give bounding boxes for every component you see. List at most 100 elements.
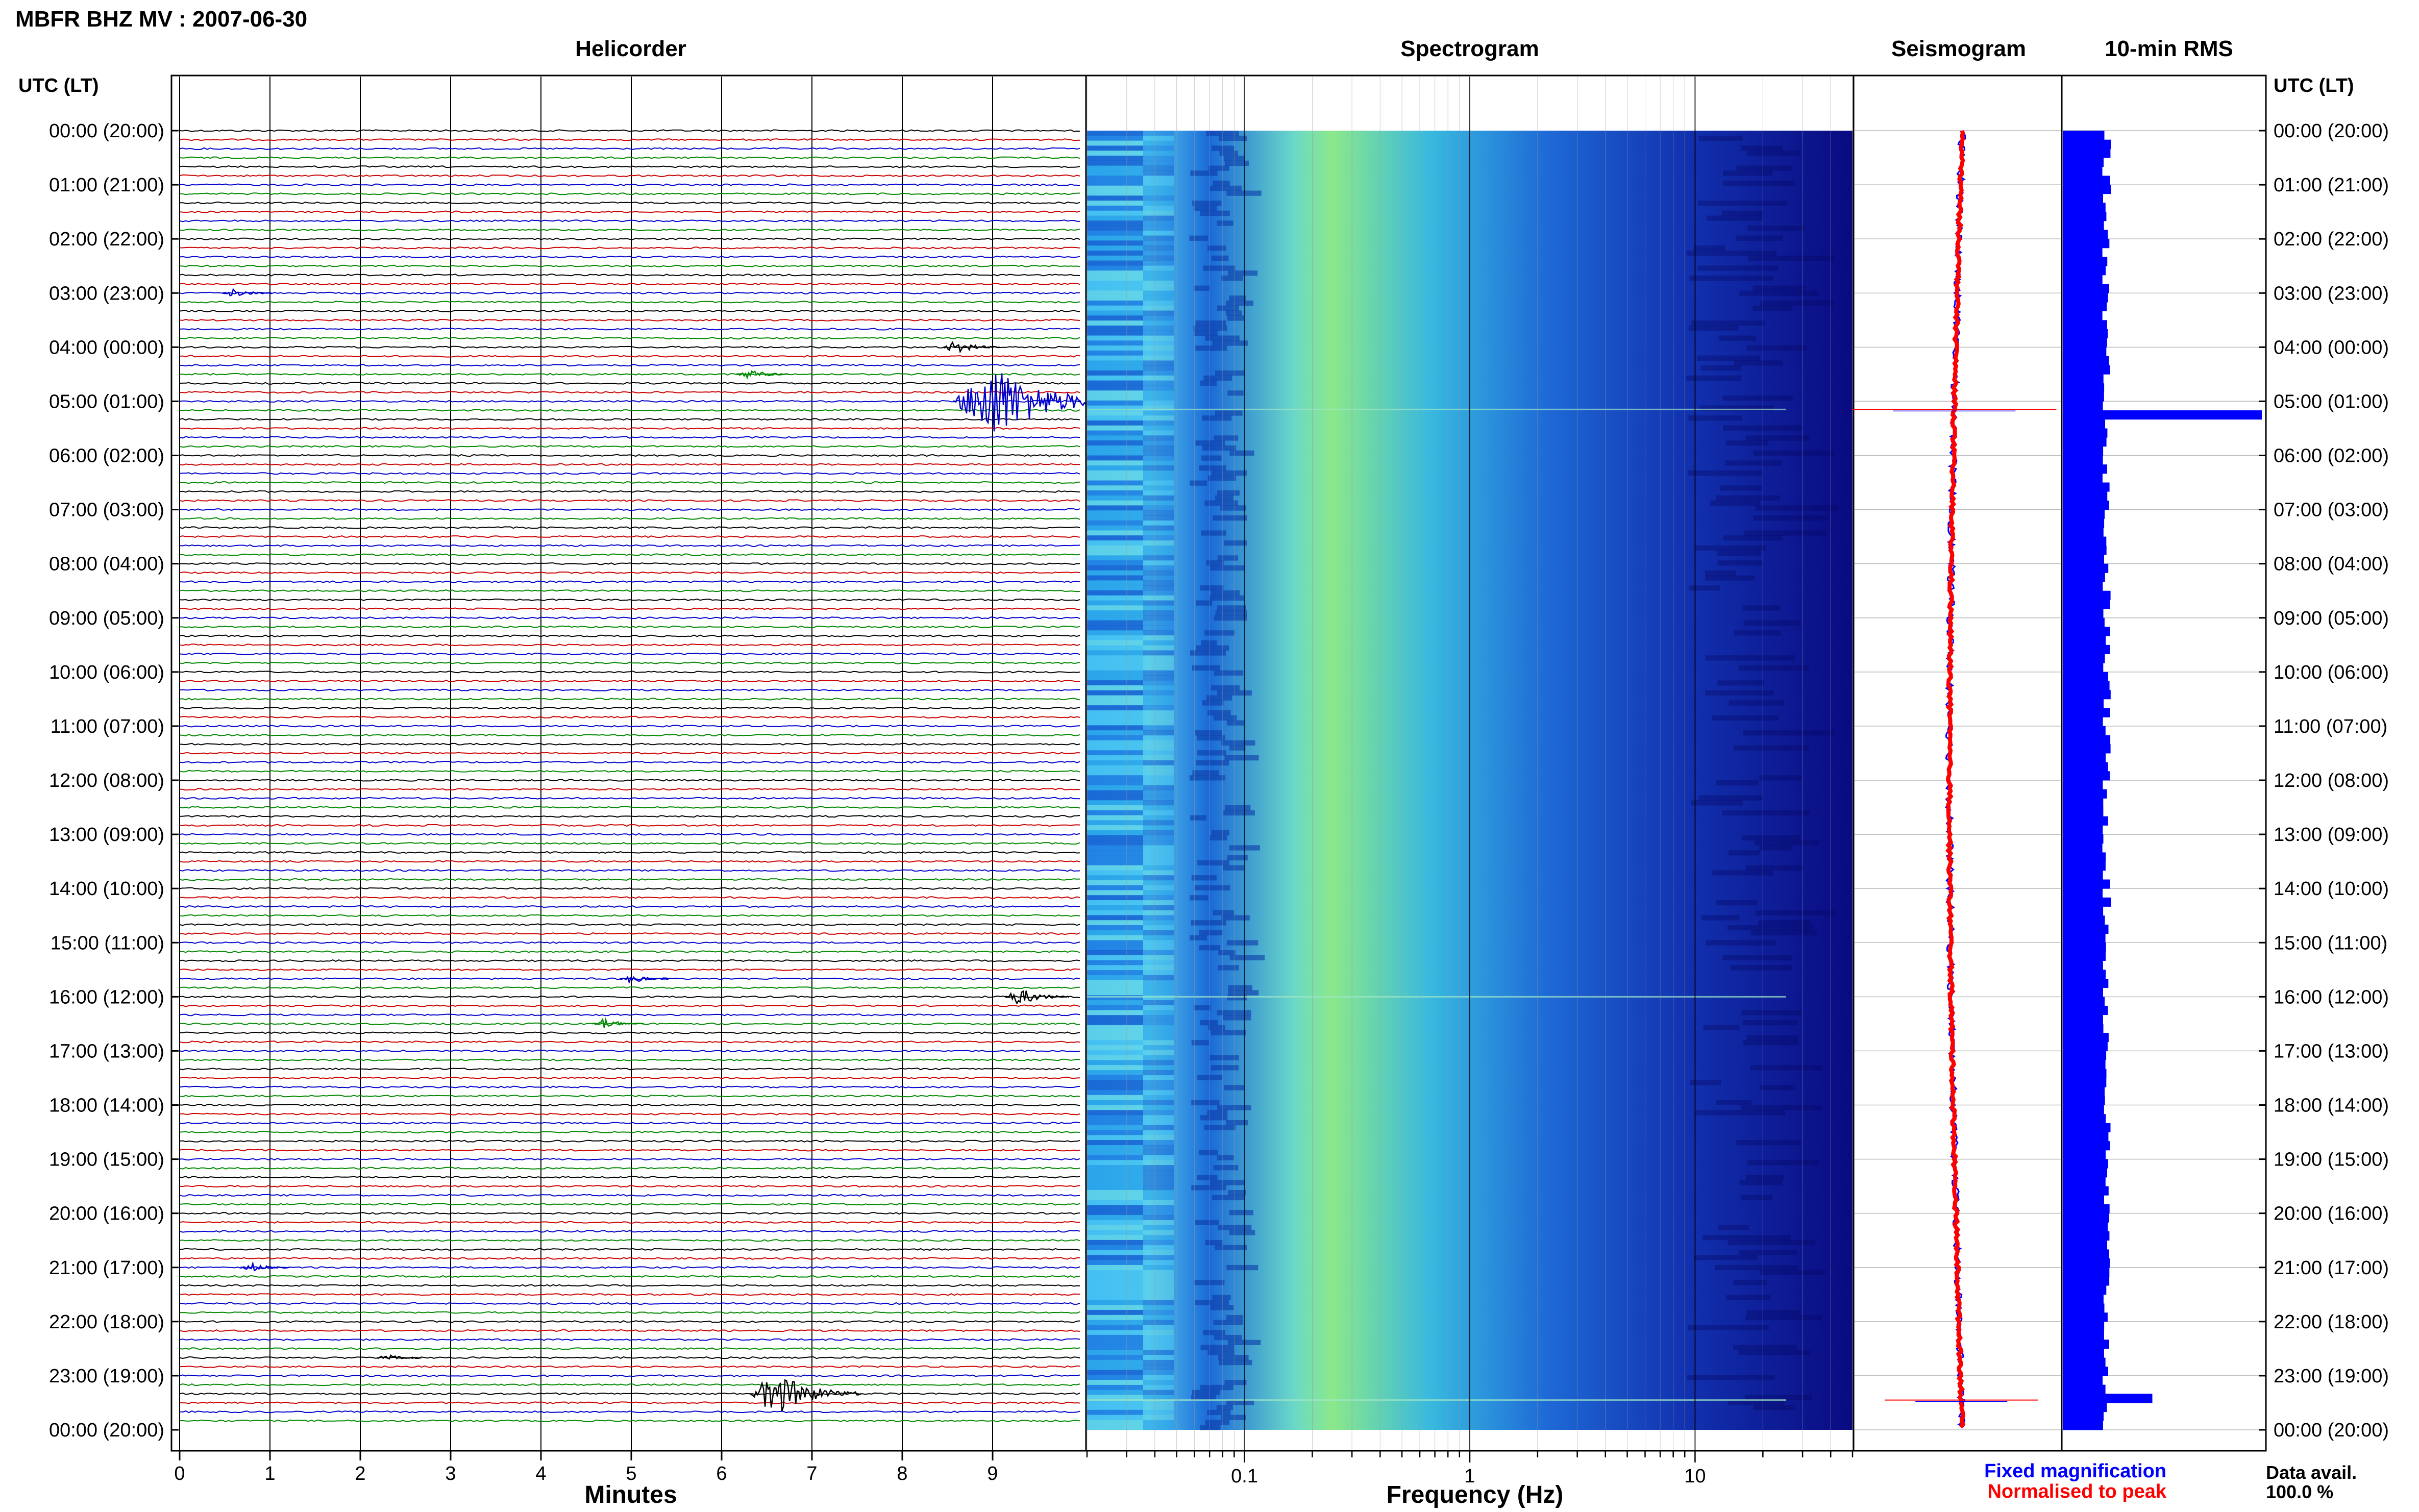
spectrogram-row	[1214, 1334, 1242, 1341]
spectrogram-row	[1087, 1370, 1143, 1375]
spectrogram-row	[1143, 485, 1174, 491]
spectrogram-row	[1226, 1400, 1254, 1405]
spectrogram-row	[1753, 1405, 1796, 1410]
spectrogram-row	[1722, 395, 1793, 401]
spectrogram-row	[1143, 415, 1174, 421]
spectrogram-row	[1207, 1350, 1235, 1355]
spectrogram-row	[1087, 215, 1143, 221]
helicorder-trace	[179, 643, 1080, 647]
spectrogram-row	[1087, 270, 1143, 276]
spectrogram-row	[1191, 1100, 1220, 1105]
spectrogram-row	[1215, 370, 1245, 376]
spectrogram-row	[1087, 1185, 1143, 1191]
spectrogram-row	[1087, 195, 1143, 201]
hour-label: 23:00 (19:00)	[49, 1366, 164, 1387]
spectrogram-row	[1087, 390, 1143, 396]
spectrogram-row	[1087, 1000, 1143, 1006]
helicorder-trace	[179, 1176, 1080, 1179]
rms-bar	[2063, 816, 2108, 826]
spectrogram-row	[1143, 385, 1174, 391]
rms-bar	[2063, 266, 2106, 276]
spectrogram-row	[1087, 245, 1143, 251]
helicorder-trace	[179, 661, 1080, 664]
spectrogram-row	[1143, 1045, 1174, 1051]
spectrogram-row	[1694, 245, 1725, 251]
helicorder-trace	[179, 995, 1080, 998]
spectrogram-row	[1087, 790, 1143, 796]
helicorder-trace	[179, 318, 1080, 321]
rms-bar	[2063, 220, 2104, 230]
spectrogram-row	[1143, 280, 1174, 286]
spectrogram-row	[1204, 500, 1239, 506]
spectrogram-row	[1143, 350, 1174, 356]
spectrogram-row	[1143, 1130, 1174, 1135]
spectrogram-row	[1143, 605, 1174, 611]
spectrogram-row	[1143, 1020, 1174, 1026]
spectrogram-row	[1694, 1255, 1758, 1260]
spectrogram-row	[1211, 1030, 1246, 1035]
spectrogram-row	[1143, 645, 1174, 651]
spectrogram-row	[1227, 995, 1247, 1001]
spectrogram-row	[1087, 540, 1143, 546]
spectrogram-row	[1143, 245, 1174, 251]
rms-bar	[2063, 1006, 2108, 1015]
helicorder-trace	[179, 499, 1080, 502]
spectrogram-row	[1741, 1105, 1822, 1110]
spectrogram-row	[1087, 935, 1143, 940]
helicorder-trace	[179, 255, 1080, 259]
spectrogram-row	[1087, 176, 1143, 181]
spectrogram-row	[1143, 1035, 1174, 1040]
spectrogram-row	[1753, 515, 1829, 521]
hour-labels-right: 00:00 (20:00) 01:00 (21:00) 02:00 (22:00) 0…	[2259, 120, 2389, 1441]
spectrogram-row	[1087, 945, 1143, 951]
helicorder-trace	[179, 237, 1080, 240]
spectrogram-row	[1143, 1255, 1174, 1260]
spectrogram-row	[1707, 215, 1763, 221]
spectrogram-row	[1087, 920, 1143, 926]
spectrogram-row	[1221, 276, 1243, 281]
helicorder-x-ticks: 0 1 2 3 4 5 6 7 8 9	[174, 1451, 998, 1484]
spectrogram-row	[1143, 1220, 1174, 1225]
rms-bar	[2063, 401, 2103, 411]
spectrogram-row	[1087, 1325, 1143, 1330]
rms-bar	[2063, 681, 2110, 690]
spectrogram-row	[1087, 910, 1143, 915]
spectrogram-row	[1143, 210, 1174, 216]
frequency-tick-label: 0.1	[1231, 1466, 1258, 1487]
spectrogram-row	[1087, 300, 1143, 306]
spectrogram-row	[1741, 1010, 1801, 1015]
rms-bar	[2063, 230, 2108, 239]
helicorder-trace	[180, 1103, 1080, 1107]
spectrogram-row	[1206, 695, 1232, 701]
spectrogram-row	[1087, 1105, 1143, 1110]
spectrogram-row	[1217, 305, 1239, 311]
spectrogram-row	[1087, 985, 1143, 990]
spectrogram-row	[1087, 420, 1143, 426]
spectrogram-row	[1087, 905, 1143, 911]
spectrogram-row	[1143, 1265, 1174, 1271]
helicorder-trace	[179, 445, 1080, 448]
spectrogram-row	[1087, 745, 1143, 751]
spectrogram-row	[1087, 500, 1143, 506]
data-avail-label: Data avail.	[2266, 1462, 2357, 1483]
spectrogram-row	[1759, 775, 1803, 781]
helicorder-trace	[179, 1031, 1080, 1034]
spectrogram-row	[1226, 1265, 1258, 1271]
helicorder-trace	[179, 932, 1080, 935]
spectrogram-row	[1087, 560, 1143, 566]
spectrogram-row	[1143, 410, 1174, 416]
rms-bar	[2063, 1087, 2105, 1097]
rms-bar	[2063, 699, 2104, 708]
spectrogram-row	[1143, 1330, 1174, 1335]
spectrogram-row	[1143, 790, 1174, 796]
spectrogram-row	[1705, 575, 1755, 581]
spectrogram-row	[1087, 140, 1143, 146]
spectrogram-row	[1759, 845, 1793, 851]
rms-bar	[2063, 987, 2103, 997]
spectrogram-row	[1229, 295, 1246, 301]
spectrogram-row	[1210, 835, 1227, 840]
spectrogram-row	[1143, 1334, 1174, 1341]
helicorder-trace	[179, 1013, 1080, 1017]
spectrogram-row	[1143, 765, 1174, 771]
rms-bar	[2063, 518, 2105, 528]
